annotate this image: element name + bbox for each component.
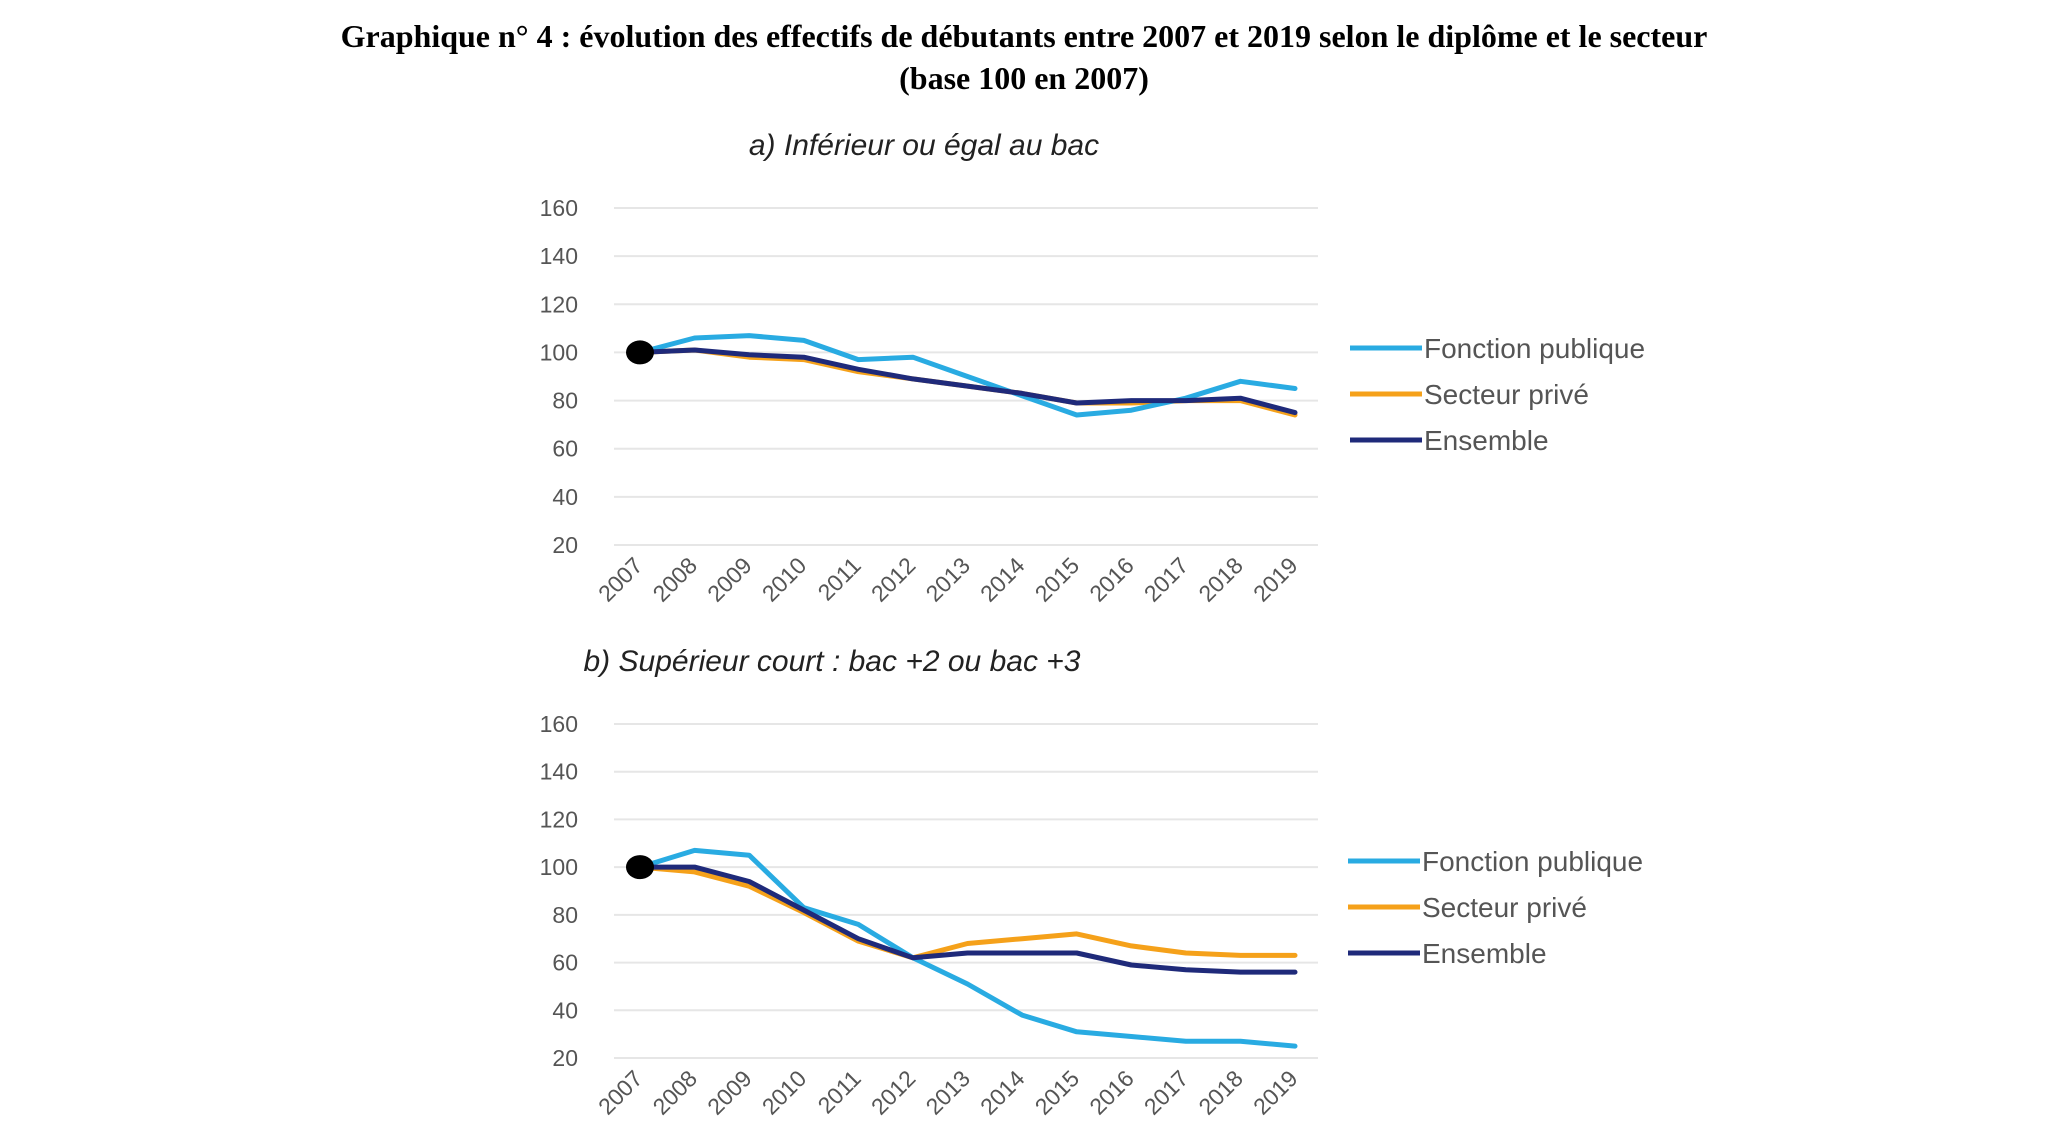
y-tick-label: 20 [552,1045,578,1071]
y-tick-label: 20 [552,532,578,558]
y-tick-label: 140 [540,243,578,269]
x-tick-label: 2019 [1248,1065,1303,1120]
x-tick-label: 2008 [648,552,703,607]
chart-b: b) Supérieur court : bac +2 ou bac +3 160… [540,645,1643,1120]
x-tick-label: 2014 [975,1065,1030,1120]
y-tick-label: 120 [540,806,578,832]
x-tick-label: 2014 [975,552,1030,607]
x-tick-label: 2013 [920,1065,975,1120]
x-tick-label: 2017 [1139,1065,1194,1120]
y-tick-label: 120 [540,291,578,317]
y-tick-label: 100 [540,854,578,880]
x-tick-label: 2018 [1193,1065,1248,1120]
x-tick-label: 2012 [866,1065,921,1120]
y-tick-label: 100 [540,339,578,365]
x-tick-label: 2010 [757,1065,812,1120]
y-tick-label: 80 [552,902,578,928]
legend-label: Secteur privé [1424,379,1589,410]
legend-label: Fonction publique [1424,333,1645,364]
x-tick-label: 2010 [757,552,812,607]
x-tick-label: 2013 [920,552,975,607]
y-tick-label: 40 [552,997,578,1023]
x-tick-label: 2012 [866,552,921,607]
base-100-marker [626,855,654,880]
base-100-marker [626,340,654,365]
x-tick-label: 2007 [593,552,648,607]
y-tick-label: 140 [540,759,578,785]
x-tick-label: 2016 [1084,1065,1139,1120]
y-tick-label: 60 [552,950,578,976]
x-tick-label: 2009 [702,552,757,607]
chart-a: a) Inférieur ou égal au bac 160 140 120 100 8… [540,129,1645,607]
x-tick-label: 2015 [1030,1065,1085,1120]
series-line-ensemble [637,347,1298,416]
y-tick-label: 160 [540,711,578,737]
chart-title: a) Inférieur ou égal au bac [749,129,1099,162]
x-tick-label: 2011 [813,1065,866,1118]
x-tick-label: 2017 [1139,552,1194,607]
x-tick-label: 2008 [648,1065,703,1120]
legend-label: Fonction publique [1422,846,1643,877]
y-tick-label: 80 [552,388,578,414]
legend-label: Ensemble [1424,425,1549,456]
chart-title: b) Supérieur court : bac +2 ou bac +3 [584,645,1081,678]
legend-label: Ensemble [1422,938,1547,969]
legend-label: Secteur privé [1422,892,1587,923]
y-tick-label: 60 [552,436,578,462]
x-tick-label: 2015 [1030,552,1085,607]
x-tick-label: 2016 [1084,552,1139,607]
y-tick-label: 160 [540,195,578,221]
x-tick-label: 2011 [813,552,866,605]
x-tick-label: 2007 [593,1065,648,1120]
y-tick-label: 40 [552,484,578,510]
x-tick-label: 2019 [1248,552,1303,607]
x-tick-label: 2018 [1193,552,1248,607]
figure-subtitle: (base 100 en 2007) [899,60,1149,96]
x-tick-label: 2009 [702,1065,757,1120]
figure-title: Graphique n° 4 : évolution des effectifs… [340,18,1708,54]
series-line-secteur-prive [637,347,1298,418]
